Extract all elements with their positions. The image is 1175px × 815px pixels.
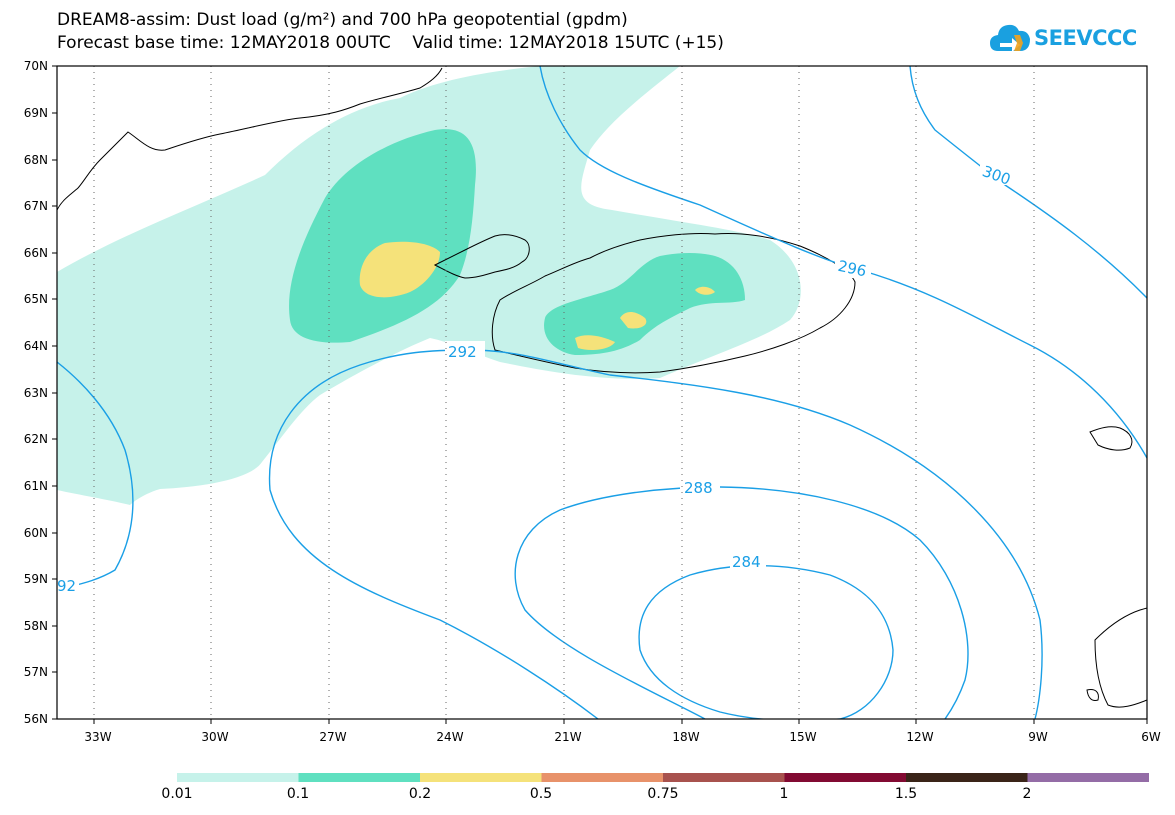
lon-label: 15W — [789, 730, 816, 744]
lon-label: 33W — [84, 730, 111, 744]
dust-area-high-west — [359, 241, 440, 298]
lat-label: 67N — [24, 199, 48, 213]
contour-label-284: 284 — [732, 553, 761, 571]
colorbar-segment — [298, 773, 420, 782]
lat-label: 64N — [24, 339, 48, 353]
lon-label: 27W — [319, 730, 346, 744]
contour-label-288: 288 — [684, 479, 713, 497]
contour-292-main — [268, 349, 1043, 719]
lat-label: 58N — [24, 619, 48, 633]
lon-label: 18W — [672, 730, 699, 744]
map-title-line2: Forecast base time: 12MAY2018 00UTC Vali… — [57, 33, 724, 53]
colorbar-tick-label: 0.1 — [286, 786, 310, 802]
lat-label: 56N — [24, 712, 48, 726]
colorbar-tick-label: 1.5 — [894, 786, 918, 802]
lat-label: 65N — [24, 292, 48, 306]
graticule — [93, 66, 1035, 719]
colorbar-segment — [784, 773, 906, 782]
colorbar-tick-label: 0.75 — [647, 786, 679, 802]
contour-288 — [514, 486, 969, 719]
colorbar-tick-label: 0.5 — [529, 786, 553, 802]
lat-label: 63N — [24, 386, 48, 400]
latitude-labels: 70N 69N 68N 67N 66N 65N 64N 63N 62N 61N … — [24, 59, 48, 726]
colorbar — [177, 773, 1149, 782]
map-title-line1: DREAM8-assim: Dust load (g/m²) and 700 h… — [57, 10, 628, 30]
lon-label: 9W — [1028, 730, 1048, 744]
colorbar-tick-label: 0.2 — [408, 786, 432, 802]
lat-label: 57N — [24, 665, 48, 679]
coastline — [57, 67, 1147, 708]
lat-label: 70N — [24, 59, 48, 73]
longitude-labels: 33W 30W 27W 24W 21W 18W 15W 12W 9W 6W — [84, 730, 1160, 744]
dust-area-high-east-2 — [575, 335, 615, 350]
colorbar-tick-label: 1 — [779, 786, 789, 802]
contour-label-masks — [57, 165, 1016, 595]
colorbar-segment — [541, 773, 663, 782]
cloud-icon — [990, 24, 1030, 52]
contour-label-292-west: 92 — [57, 577, 76, 595]
colorbar-segment — [906, 773, 1028, 782]
lat-label: 68N — [24, 153, 48, 167]
colorbar-segment — [663, 773, 785, 782]
lon-label: 21W — [554, 730, 581, 744]
lon-label: 12W — [906, 730, 933, 744]
lat-label: 66N — [24, 246, 48, 260]
contour-label-296: 296 — [836, 257, 868, 281]
ticks — [52, 65, 1148, 724]
dust-area-mid-west — [289, 129, 476, 343]
dust-area-mid-east — [544, 253, 745, 355]
lat-label: 59N — [24, 572, 48, 586]
dust-area-high-east-1 — [620, 312, 647, 329]
contour-label-292: 292 — [448, 343, 477, 361]
contour-300 — [909, 66, 1147, 299]
seevccc-logo: SEEVCCC — [990, 18, 1137, 58]
colorbar-segment — [177, 773, 299, 782]
lon-label: 24W — [436, 730, 463, 744]
contour-296 — [539, 66, 1147, 459]
colorbar-tick-label: 2 — [1022, 786, 1032, 802]
dust-area-high-east-3 — [695, 286, 715, 295]
colorbar-segment — [420, 773, 542, 782]
contour-292 — [57, 361, 134, 591]
colorbar-tick-label: 0.01 — [161, 786, 193, 802]
logo-text: SEEVCCC — [1034, 26, 1137, 50]
lat-label: 69N — [24, 106, 48, 120]
lat-label: 62N — [24, 432, 48, 446]
lon-label: 30W — [201, 730, 228, 744]
contour-284 — [638, 564, 894, 719]
lat-label: 61N — [24, 479, 48, 493]
lat-label: 60N — [24, 526, 48, 540]
lon-label: 6W — [1141, 730, 1161, 744]
colorbar-segment — [1027, 773, 1149, 782]
